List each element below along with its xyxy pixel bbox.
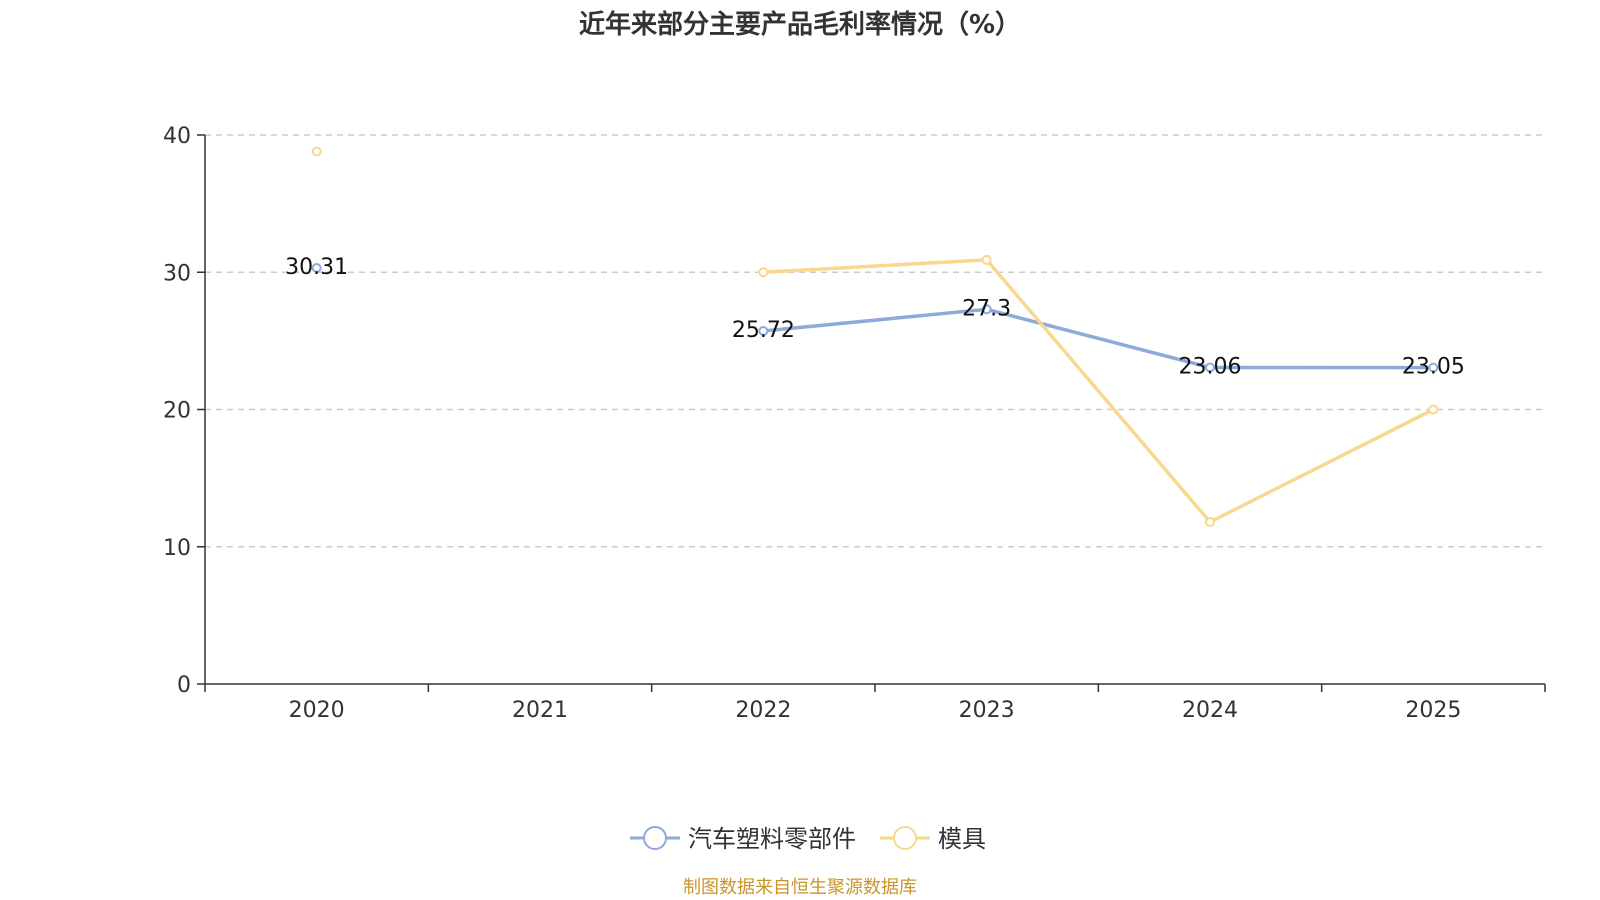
legend-swatch-marker-1: [893, 826, 917, 850]
series-1-point-2025[interactable]: [1428, 404, 1439, 415]
legend-item-0[interactable]: 汽车塑料零部件: [630, 825, 856, 853]
data-label-2020: 30.31: [285, 255, 348, 280]
series-0-point-2022[interactable]: [758, 325, 769, 336]
series-1-point-2022[interactable]: [758, 267, 769, 278]
x-tick-label-2024: 2024: [1182, 698, 1238, 723]
legend-swatch-marker-0: [643, 826, 667, 850]
x-tick-label-2025: 2025: [1405, 698, 1461, 723]
series-layer: [311, 146, 1439, 528]
data-label-2023: 27.3: [962, 296, 1011, 321]
x-tick-label-2021: 2021: [512, 698, 568, 723]
y-tick-label-40: 40: [163, 124, 191, 149]
legend-label-0: 汽车塑料零部件: [688, 825, 856, 853]
data-label-2024: 23.06: [1179, 355, 1242, 380]
series-1-point-2020[interactable]: [311, 146, 322, 157]
series-0-point-2024[interactable]: [1205, 362, 1215, 373]
legend-label-1: 模具: [938, 825, 986, 853]
data-labels: 30.31 25.72 27.3 23.06 23.05: [285, 255, 1465, 380]
series-1-line-1: [763, 258, 1435, 524]
y-tick-label-10: 10: [163, 536, 191, 561]
series-0-point-2020[interactable]: [311, 262, 322, 273]
y-tick-label-20: 20: [163, 399, 191, 424]
source-note: 制图数据来自恒生聚源数据库: [683, 877, 917, 898]
x-tick-label-2022: 2022: [735, 698, 791, 723]
series-1-point-2023[interactable]: [981, 254, 992, 265]
data-label-2022: 25.72: [732, 318, 795, 343]
axes: 0 10 20 30 40 2020 2021 2022 2023 2024 2025: [163, 124, 1546, 723]
series-0-point-2023[interactable]: [981, 304, 992, 315]
series-0-point-2025[interactable]: [1428, 362, 1439, 373]
x-tick-label-2020: 2020: [289, 698, 345, 723]
grid: [205, 134, 1545, 548]
chart-title: 近年来部分主要产品毛利率情况（%）: [579, 9, 1021, 40]
legend-item-1[interactable]: 模具: [880, 825, 986, 853]
y-tick-label-0: 0: [177, 673, 191, 698]
data-label-2025: 23.05: [1402, 355, 1465, 380]
y-tick-label-30: 30: [163, 261, 191, 286]
series-0-line-1: [763, 307, 1434, 370]
legend[interactable]: 汽车塑料零部件 模具: [630, 825, 986, 853]
x-tick-label-2023: 2023: [959, 698, 1015, 723]
series-1-point-2024[interactable]: [1205, 517, 1215, 528]
